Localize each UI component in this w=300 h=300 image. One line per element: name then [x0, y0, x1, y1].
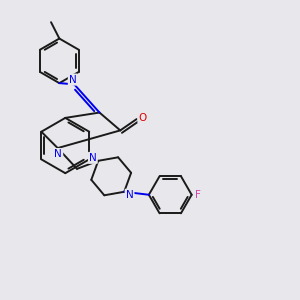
- Text: N: N: [69, 75, 76, 85]
- Text: O: O: [138, 112, 147, 123]
- Text: N: N: [54, 149, 62, 159]
- Text: N: N: [89, 153, 97, 163]
- Text: F: F: [195, 190, 201, 200]
- Text: N: N: [126, 190, 134, 200]
